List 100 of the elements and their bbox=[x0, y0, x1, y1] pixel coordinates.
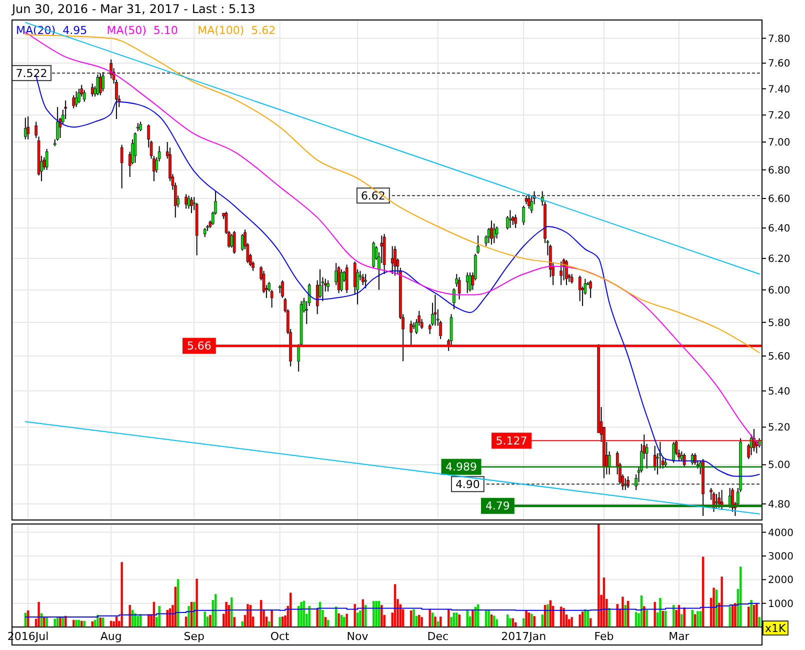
candlestick bbox=[190, 196, 193, 214]
bar bbox=[270, 610, 273, 627]
candlestick bbox=[492, 223, 496, 244]
y-tick-label: 5.20 bbox=[768, 422, 790, 434]
y-tick-label: 5.40 bbox=[768, 386, 790, 398]
candlestick bbox=[468, 272, 472, 292]
candlestick bbox=[476, 235, 480, 254]
candlestick bbox=[452, 288, 456, 310]
y-tick-label: 6.80 bbox=[768, 165, 790, 176]
bar bbox=[584, 609, 586, 627]
bar bbox=[696, 611, 699, 627]
candlestick bbox=[96, 74, 100, 96]
y-tick-label: 4.80 bbox=[768, 499, 790, 510]
candlestick bbox=[672, 441, 676, 464]
candlestick bbox=[334, 262, 338, 286]
candlestick bbox=[72, 94, 76, 109]
candlestick bbox=[645, 443, 648, 470]
x-tick-label: 2017Jan bbox=[501, 630, 546, 643]
bar bbox=[158, 606, 160, 627]
bar bbox=[562, 608, 565, 627]
candlestick bbox=[570, 274, 574, 284]
ref-line-label: 4.79 bbox=[485, 500, 510, 513]
candlestick bbox=[731, 488, 734, 512]
y-tick-label: 7.80 bbox=[768, 34, 790, 45]
candlestick bbox=[694, 452, 696, 466]
ref-line-label: 5.127 bbox=[496, 434, 528, 448]
bar bbox=[758, 617, 760, 627]
bar bbox=[720, 576, 723, 627]
candlestick bbox=[78, 88, 80, 104]
y-tick-label: 7.60 bbox=[768, 58, 790, 70]
y-tick-label: 6.60 bbox=[768, 194, 790, 205]
bar bbox=[546, 604, 549, 627]
text: MA(100) 5.62 bbox=[198, 24, 276, 37]
y-tick-label: 5.80 bbox=[768, 318, 790, 329]
y-tick-label: 5.60 bbox=[768, 352, 790, 363]
ref-line-label: 6.62 bbox=[360, 189, 386, 202]
candlestick bbox=[326, 280, 330, 292]
candlestick bbox=[522, 205, 526, 226]
candlestick bbox=[230, 234, 234, 248]
candlestick bbox=[345, 264, 348, 294]
bar bbox=[412, 609, 415, 627]
bar bbox=[659, 598, 662, 627]
y-tick-label: 2000 bbox=[768, 575, 794, 586]
candlestick bbox=[262, 270, 266, 294]
y-tick-label: 6.40 bbox=[768, 223, 790, 234]
bar bbox=[308, 606, 310, 627]
candlestick bbox=[98, 72, 102, 96]
bar bbox=[300, 602, 302, 627]
candlestick bbox=[24, 117, 27, 140]
bar bbox=[525, 610, 528, 627]
bar bbox=[570, 617, 573, 627]
candlestick bbox=[624, 478, 627, 490]
candlestick bbox=[134, 132, 137, 164]
x-tick-label: Feb bbox=[594, 630, 614, 643]
candlestick bbox=[64, 100, 67, 120]
candlestick bbox=[281, 280, 284, 298]
candlestick bbox=[364, 274, 367, 289]
y-tick-label: 1000 bbox=[768, 598, 794, 610]
y-tick-label: 3000 bbox=[768, 551, 794, 562]
candlestick bbox=[680, 450, 684, 462]
candlestick bbox=[718, 491, 721, 508]
candlestick bbox=[34, 121, 38, 138]
bar bbox=[496, 619, 498, 627]
candlestick bbox=[682, 452, 686, 468]
bar bbox=[38, 602, 40, 627]
bar bbox=[472, 610, 474, 627]
candlestick bbox=[508, 210, 512, 228]
bar bbox=[75, 620, 78, 627]
candlestick bbox=[74, 90, 78, 108]
bar bbox=[683, 608, 686, 627]
bar bbox=[420, 617, 423, 627]
x-tick-label: Aug bbox=[100, 630, 122, 643]
y-tick-label: 5.00 bbox=[768, 460, 790, 472]
bar bbox=[246, 604, 249, 627]
candlestick bbox=[120, 144, 124, 189]
candlestick bbox=[232, 230, 236, 254]
candlestick bbox=[495, 226, 498, 240]
y-tick-label: 6.00 bbox=[768, 285, 790, 296]
bar bbox=[83, 620, 86, 627]
ref-line-label: 5.66 bbox=[186, 340, 212, 353]
bar bbox=[46, 618, 48, 627]
candlestick bbox=[578, 275, 582, 302]
bar bbox=[338, 613, 340, 627]
candlestick bbox=[203, 227, 206, 238]
x-tick-label: Nov bbox=[346, 630, 369, 643]
bar bbox=[750, 600, 752, 627]
ref-line-label: 4.989 bbox=[446, 460, 477, 474]
bar bbox=[488, 610, 490, 627]
bar bbox=[59, 617, 62, 627]
candlestick bbox=[45, 148, 48, 170]
candlestick bbox=[458, 276, 461, 300]
text: MA(50) 5.10 bbox=[106, 24, 178, 37]
bar bbox=[120, 562, 123, 627]
candlestick bbox=[139, 121, 142, 132]
candlestick bbox=[490, 220, 493, 246]
chart-title: Jun 30, 2016 - Mar 31, 2017 - Last : 5.13 bbox=[11, 2, 256, 16]
bar bbox=[533, 616, 536, 627]
bar bbox=[434, 616, 436, 627]
ref-line-label: 4.90 bbox=[455, 478, 480, 491]
candlestick bbox=[653, 445, 656, 472]
